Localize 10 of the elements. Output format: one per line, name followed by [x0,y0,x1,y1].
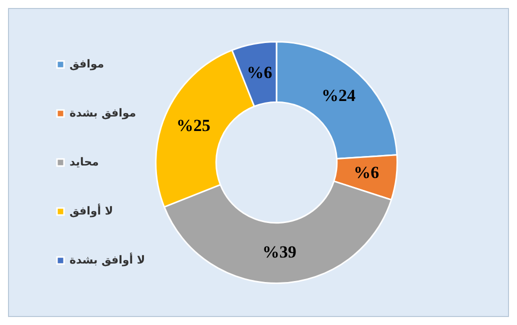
legend-label: محايد [70,155,99,168]
legend-label: موافق [70,57,104,70]
data-label: %24 [322,86,356,105]
data-label: %25 [176,116,210,135]
data-label: %6 [246,62,272,82]
legend-label: لا أوافق [70,203,114,218]
data-label: %6 [354,163,380,182]
data-label: %39 [262,242,296,262]
legend-label: لا أوافق بشدة [70,252,146,266]
legend-label: موافق بشدة [70,106,136,120]
